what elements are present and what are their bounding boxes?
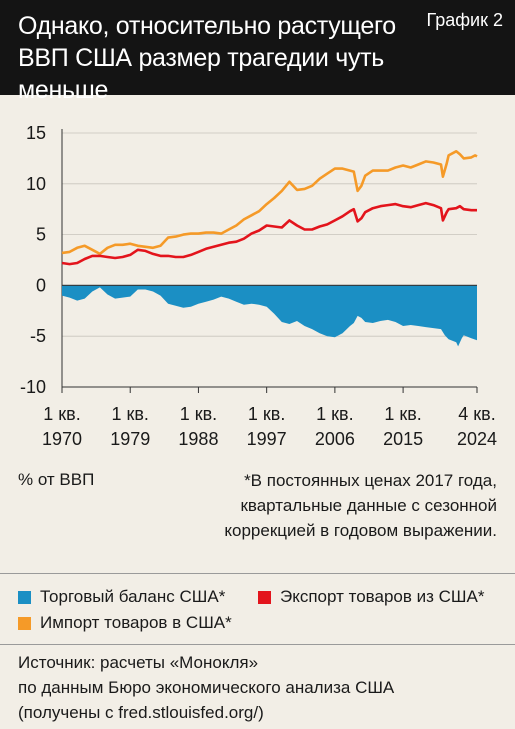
y-tick-label: 10 — [26, 174, 46, 194]
legend-item-imports: Импорт товаров в США* — [18, 612, 232, 634]
x-tick-label: 2006 — [315, 429, 355, 449]
chart-header: Однако, относительно растущего ВВП США р… — [0, 0, 515, 104]
source-line: по данным Бюро экономического анализа СШ… — [18, 678, 395, 697]
x-tick-label: 1 кв. — [180, 404, 217, 424]
x-tick-label: 1997 — [247, 429, 287, 449]
x-tick-label: 1 кв. — [248, 404, 285, 424]
source-note: Источник: расчеты «Монокля» по данным Бю… — [18, 650, 394, 725]
x-tick-label: 2015 — [383, 429, 423, 449]
x-tick-label: 1988 — [178, 429, 218, 449]
x-tick-label: 1 кв. — [43, 404, 80, 424]
imports-line — [61, 150, 478, 256]
x-tick-label: 1970 — [42, 429, 82, 449]
divider — [0, 644, 515, 645]
legend-item-balance: Торговый баланс США* — [18, 586, 225, 608]
x-tick-label: 4 кв. — [458, 404, 495, 424]
y-tick-label: -10 — [20, 377, 46, 397]
footnote: *В постоянных ценах 2017 года, квартальн… — [197, 468, 497, 543]
legend-swatch-imports — [18, 616, 31, 630]
trade-balance-area — [62, 285, 477, 347]
chart-title: Однако, относительно растущего ВВП США р… — [18, 12, 396, 104]
footnote-line: коррекцией в годовом выражении. — [224, 521, 497, 540]
line-chart: 15 10 5 0 -5 -10 1 кв. 1970 1 кв. 1979 1 кв. 1988 1 … — [20, 123, 497, 449]
legend-label-imports: Импорт товаров в США* — [40, 613, 232, 632]
legend-label-balance: Торговый баланс США* — [40, 587, 226, 606]
source-line: (получены с fred.stlouisfed.org/) — [18, 703, 264, 722]
footnote-line: квартальные данные с сезонной — [240, 496, 497, 515]
legend-item-exports: Экспорт товаров из США* — [258, 586, 484, 608]
x-tick-label: 2024 — [457, 429, 497, 449]
legend-label-exports: Экспорт товаров из США* — [280, 587, 485, 606]
chart-number-label: График 2 — [426, 10, 503, 30]
divider — [0, 573, 515, 574]
y-tick-label: 0 — [36, 275, 46, 295]
legend-swatch-exports — [258, 590, 271, 604]
chart-area: 15 10 5 0 -5 -10 1 кв. 1970 1 кв. 1979 1 кв. 1988 1 … — [0, 95, 515, 475]
y-tick-label: -5 — [30, 326, 46, 346]
unit-label: % от ВВП — [18, 470, 95, 489]
source-line: Источник: расчеты «Монокля» — [18, 653, 259, 672]
x-tick-label: 1 кв. — [384, 404, 421, 424]
exports-line — [61, 201, 477, 266]
x-tick-label: 1979 — [110, 429, 150, 449]
x-tick-label: 1 кв. — [111, 404, 148, 424]
legend-swatch-balance — [18, 590, 31, 604]
y-tick-label: 15 — [26, 123, 46, 143]
footnote-line: *В постоянных ценах 2017 года, — [244, 471, 497, 490]
y-tick-label: 5 — [36, 225, 46, 245]
x-tick-label: 1 кв. — [316, 404, 353, 424]
